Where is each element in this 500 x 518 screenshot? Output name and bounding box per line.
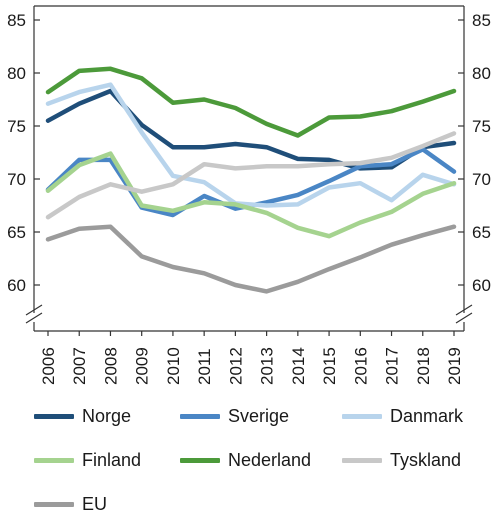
legend-label: EU [82,494,108,514]
x-axis: 2006 2007 2008 2009 2010 2011 2012 2013 2014 2015… [39,331,464,385]
x-tick-label: 2008 [101,347,120,385]
x-tick-label: 2013 [258,347,277,385]
y-tick-left-label: 60 [7,276,26,295]
legend-label: Danmark [390,406,464,426]
series-line-nederland [45,66,457,138]
x-tick-label: 2018 [414,347,433,385]
x-tick-label: 2017 [383,347,402,385]
legend-swatch [34,457,74,463]
legend-item-eu: EU [34,494,107,514]
axis-break-left-1 [25,312,43,324]
x-tick-label: 2007 [70,347,89,385]
axis-break-right-0 [455,304,473,316]
axis-break-right-1 [455,312,473,324]
legend-label: Sverige [228,406,290,426]
y-tick-right-label: 65 [472,223,491,242]
plot-frame [25,5,473,332]
legend-item-danmark: Danmark [342,406,463,426]
y-tick-left-label: 80 [7,64,26,83]
legend-item-finland: Finland [34,450,141,470]
legend-swatch [180,413,220,419]
y-tick-left-label: 85 [7,11,26,30]
y-tick-right-label: 80 [472,64,491,83]
x-tick-label: 2006 [39,347,58,385]
y-axis-left: 60 65 70 75 80 85 [7,11,40,295]
x-tick-label: 2009 [133,347,152,385]
y-tick-left-label: 75 [7,117,26,136]
y-tick-right-label: 85 [472,11,491,30]
x-tick-label: 2015 [320,347,339,385]
series-line-danmark [45,82,457,208]
legend-item-nederland: Nederland [180,450,311,470]
y-tick-left-label: 70 [7,170,26,189]
x-tick-label: 2010 [164,347,183,385]
legend-swatch [342,457,382,463]
series-line-eu [45,224,457,294]
legend-label: Nederland [228,450,312,470]
legend-item-sverige: Sverige [180,406,289,426]
series-line-finland [45,151,457,239]
legend-swatch [34,501,74,507]
y-tick-right-label: 70 [472,170,491,189]
axis-break-left-0 [25,304,43,316]
x-tick-label: 2014 [289,347,308,385]
y-tick-left-label: 65 [7,223,26,242]
x-tick-label: 2011 [195,348,214,385]
x-tick-label: 2012 [226,347,245,385]
y-axis-right: 60 65 70 75 80 85 [458,11,491,295]
legend-label: Finland [82,450,142,470]
x-tick-label: 2016 [351,347,370,385]
x-tick-label: 2019 [445,347,464,385]
legend-label: Norge [82,406,132,426]
legend-item-norge: Norge [34,406,131,426]
legend-label: Tyskland [390,450,462,470]
legend-swatch [180,457,220,463]
series-line-tyskland [45,131,457,220]
series-lines [45,66,457,294]
legend-swatch [34,413,74,419]
legend-swatch [342,413,382,419]
y-tick-right-label: 75 [472,117,491,136]
legend-item-tyskland: Tyskland [342,450,461,470]
y-tick-right-label: 60 [472,276,491,295]
